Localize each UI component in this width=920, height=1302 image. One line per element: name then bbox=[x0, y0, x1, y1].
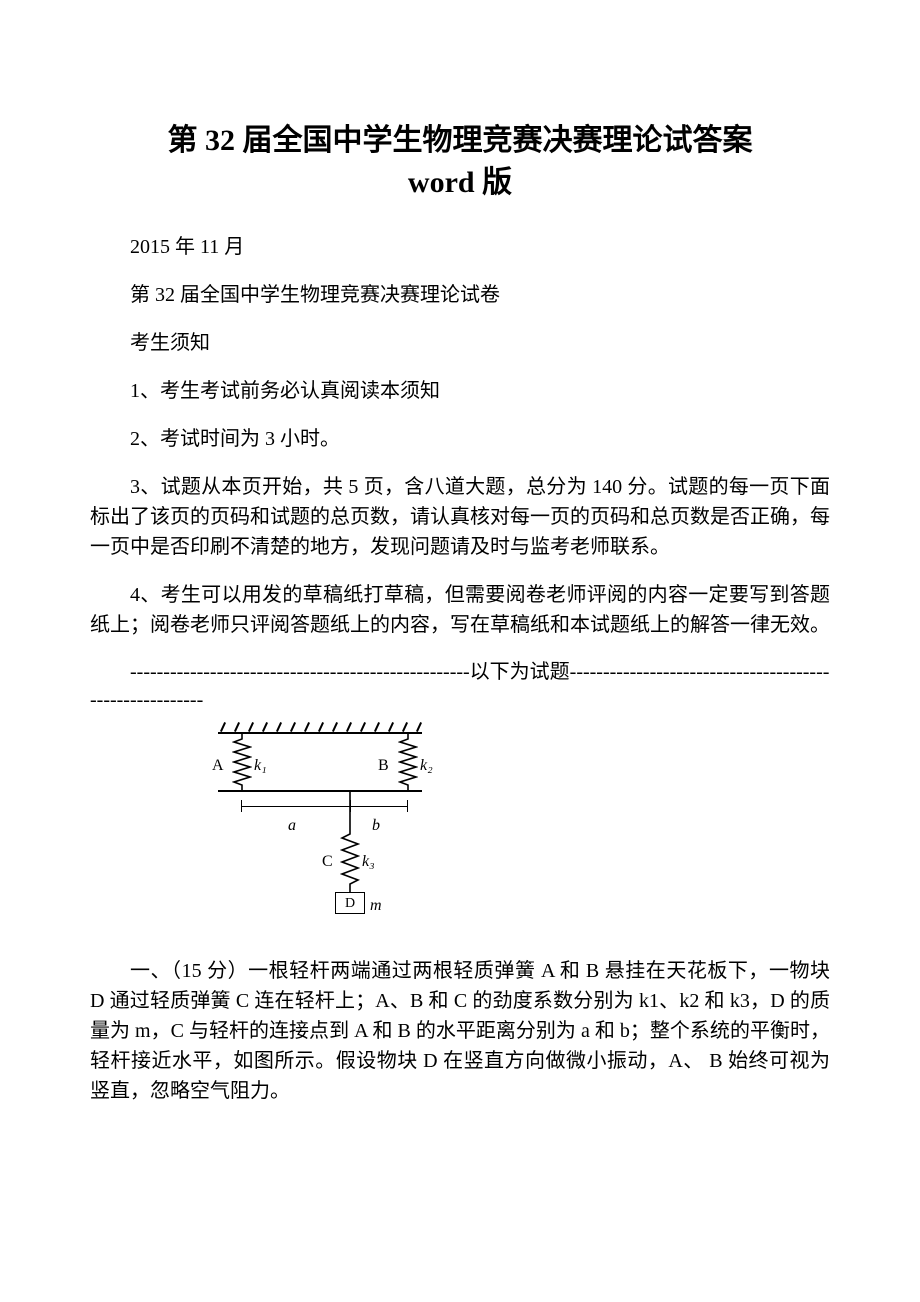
figure-container: A k₁ B k₂ a b C k₃ D m bbox=[200, 722, 830, 948]
divider-line: ----------------------------------------… bbox=[90, 658, 830, 714]
hatch-icon bbox=[276, 722, 282, 732]
title-line-2: word 版 bbox=[408, 166, 512, 199]
spring-system-diagram: A k₁ B k₂ a b C k₃ D m bbox=[200, 722, 440, 948]
hatch-icon bbox=[346, 722, 352, 732]
hatch-icon bbox=[332, 722, 338, 732]
date-line: 2015 年 11 月 bbox=[90, 232, 830, 262]
notice-item-4: 4、考生可以用发的草稿纸打草稿，但需要阅卷老师评阅的内容一定要写到答题纸上；阅卷… bbox=[90, 580, 830, 640]
notice-item-2: 2、考试时间为 3 小时。 bbox=[90, 424, 830, 454]
label-m: m bbox=[370, 894, 382, 918]
hatch-icon bbox=[290, 722, 296, 732]
spring-b-icon bbox=[398, 734, 418, 790]
subtitle: 第 32 届全国中学生物理竞赛决赛理论试卷 bbox=[90, 280, 830, 310]
hatch-icon bbox=[248, 722, 254, 732]
label-k1: k₁ bbox=[254, 754, 267, 778]
notice-item-1: 1、考生考试前务必认真阅读本须知 bbox=[90, 376, 830, 406]
title-line-1: 第 32 届全国中学生物理竞赛决赛理论试答案 bbox=[168, 124, 753, 157]
hatch-icon bbox=[402, 722, 408, 732]
notice-heading: 考生须知 bbox=[90, 328, 830, 358]
bar-line bbox=[218, 790, 422, 792]
label-k3: k₃ bbox=[362, 850, 375, 874]
hatch-icon bbox=[416, 722, 422, 732]
hatch-icon bbox=[304, 722, 310, 732]
hatch-icon bbox=[360, 722, 366, 732]
hatch-icon bbox=[388, 722, 394, 732]
hatch-icon bbox=[262, 722, 268, 732]
mass-box: D bbox=[335, 892, 365, 914]
hatch-icon bbox=[234, 722, 240, 732]
problem-1-text: 一、（15 分）一根轻杆两端通过两根轻质弹簧 A 和 B 悬挂在天花板下，一物块… bbox=[90, 956, 830, 1106]
label-c: C bbox=[322, 850, 333, 874]
label-k2: k₂ bbox=[420, 754, 433, 778]
label-a: A bbox=[212, 754, 224, 778]
page-title: 第 32 届全国中学生物理竞赛决赛理论试答案 word 版 bbox=[90, 120, 830, 204]
dim-line bbox=[241, 806, 408, 807]
spring-c-icon bbox=[340, 792, 360, 892]
hatch-icon bbox=[374, 722, 380, 732]
notice-item-3: 3、试题从本页开始，共 5 页，含八道大题，总分为 140 分。试题的每一页下面… bbox=[90, 472, 830, 562]
hatch-icon bbox=[220, 722, 226, 732]
label-a-dim: a bbox=[288, 814, 296, 838]
hatch-icon bbox=[318, 722, 324, 732]
label-b-dim: b bbox=[372, 814, 380, 838]
label-b: B bbox=[378, 754, 389, 778]
label-d: D bbox=[345, 893, 355, 914]
spring-a-icon bbox=[232, 734, 252, 790]
